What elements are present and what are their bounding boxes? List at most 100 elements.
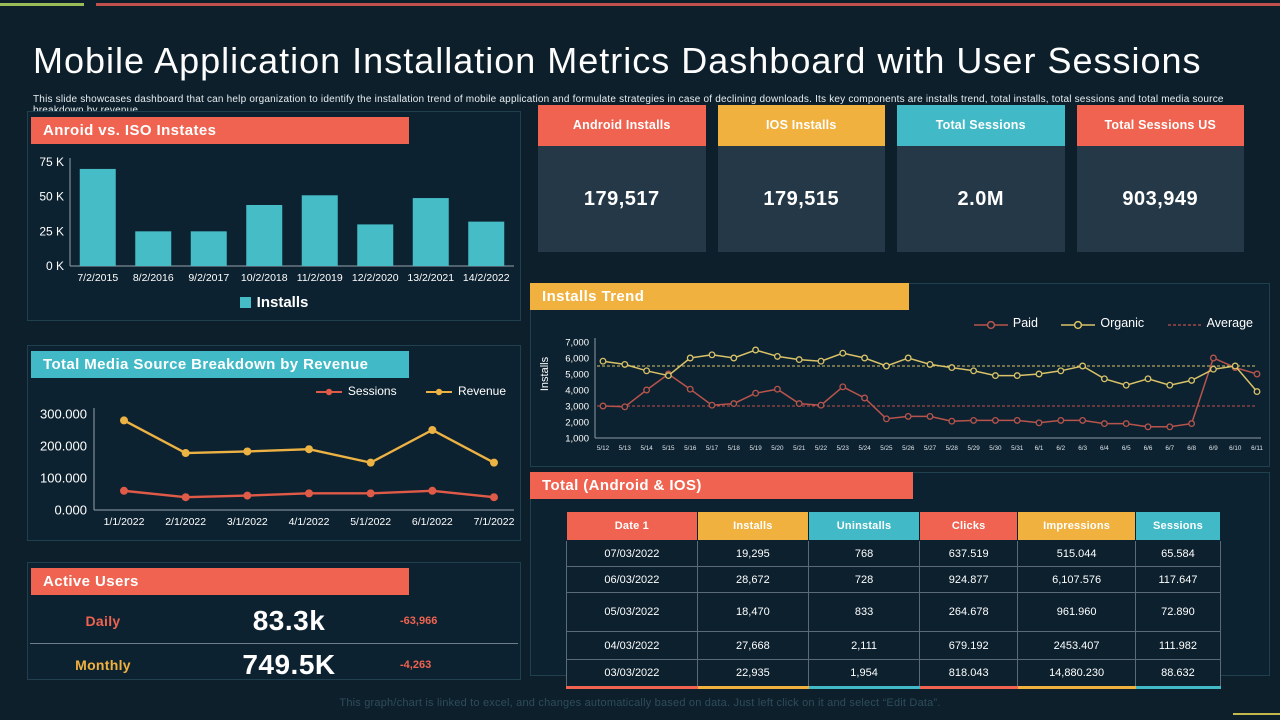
revenue-marker	[181, 449, 190, 458]
revenue-marker	[366, 458, 375, 467]
installs-trend-chart[interactable]: 1,000 2,000 3,000 4,000 5,000 6,000 7,000 5/12 5…	[549, 332, 1265, 465]
svg-text:13/2/2021: 13/2/2021	[407, 272, 454, 284]
kpi-header-ios-installs: IOS Installs	[717, 105, 885, 146]
revenue-legend-label: Revenue	[457, 384, 506, 398]
kpi-card-android-installs: Android Installs 179,517	[538, 105, 706, 252]
top-strip-green-segment	[0, 3, 84, 6]
sessions-marker	[366, 489, 375, 498]
organic-marker	[882, 362, 890, 370]
active-users-divider	[30, 643, 518, 644]
organic-marker	[970, 367, 978, 375]
svg-text:5/12: 5/12	[597, 445, 610, 452]
paid-marker	[948, 417, 956, 425]
svg-text:6/1/2022: 6/1/2022	[412, 516, 453, 528]
svg-text:4,000: 4,000	[565, 386, 589, 397]
svg-text:5/17: 5/17	[706, 445, 719, 452]
svg-text:3/1/2022: 3/1/2022	[227, 516, 268, 528]
paid-marker	[795, 400, 803, 408]
organic-marker	[773, 352, 781, 360]
svg-text:5/1/2022: 5/1/2022	[350, 516, 391, 528]
table-cell: 28,672	[696, 566, 809, 593]
column-header-uninstalls: Uninstalls	[807, 511, 921, 541]
organic-marker	[1231, 362, 1239, 370]
paid-marker	[1079, 416, 1087, 424]
organic-marker	[599, 357, 607, 365]
organic-marker	[1144, 375, 1152, 383]
top-strip-red-segment	[96, 3, 1280, 6]
organic-marker	[752, 346, 760, 354]
paid-marker	[1013, 416, 1021, 424]
table-cell: 6,107.576	[1017, 566, 1136, 593]
media-source-chart[interactable]: 0.000 100.000 200.000 300.000 1/1/2022 2/1/20…	[32, 398, 518, 541]
table-cell: 117.647	[1134, 566, 1222, 593]
revenue-marker	[120, 416, 128, 425]
paid-marker	[1253, 370, 1261, 378]
paid-marker	[730, 400, 738, 408]
svg-text:2,000: 2,000	[565, 418, 589, 429]
table-cell: 515.044	[1017, 540, 1136, 567]
svg-text:1/1/2022: 1/1/2022	[104, 516, 145, 528]
paid-marker	[926, 412, 934, 420]
table-cell: 05/03/2022	[566, 592, 698, 632]
column-header-clicks: Clicks	[919, 511, 1019, 541]
table-row: 04/03/2022 27,668 2,111 679.192 2453.407 111.…	[566, 631, 1222, 660]
organic-legend-marker	[1061, 320, 1096, 330]
paid-marker	[991, 416, 999, 424]
svg-text:6/9: 6/9	[1209, 445, 1218, 452]
kpi-value-android-installs: 179,517	[538, 146, 706, 252]
kpi-header-total-sessions: Total Sessions	[897, 105, 1065, 146]
organic-marker	[1122, 381, 1130, 389]
table-cell: 14,880.230	[1017, 659, 1136, 689]
organic-marker	[730, 354, 738, 362]
svg-text:5/28: 5/28	[946, 445, 959, 452]
sessions-marker	[428, 486, 437, 495]
organic-marker	[1100, 375, 1108, 383]
svg-text:5/15: 5/15	[662, 445, 675, 452]
column-header-sessions: Sessions	[1134, 511, 1222, 541]
svg-text:6,000: 6,000	[565, 354, 589, 365]
paid-marker	[817, 401, 825, 409]
bar-7/2/2015	[79, 168, 116, 266]
organic-marker	[1013, 372, 1021, 380]
paid-marker	[1188, 420, 1196, 428]
svg-text:6/2: 6/2	[1056, 445, 1065, 452]
svg-text:6/1: 6/1	[1035, 445, 1044, 452]
media-source-chart-svg: 0.000 100.000 200.000 300.000 1/1/2022 2/1/20…	[40, 407, 515, 529]
svg-text:14/2/2022: 14/2/2022	[463, 272, 510, 284]
kpi-header-android-installs: Android Installs	[538, 105, 706, 146]
bar-11/2/2019	[301, 195, 338, 266]
sessions-marker	[305, 489, 313, 498]
organic-marker	[643, 367, 651, 375]
table-cell: 03/03/2022	[566, 659, 698, 689]
table-cell: 728	[807, 566, 921, 593]
organic-marker	[861, 354, 869, 362]
column-header-impressions: Impressions	[1017, 511, 1136, 541]
paid-marker	[1057, 416, 1065, 424]
kpi-value-total-sessions-us: 903,949	[1076, 146, 1244, 252]
totals-table-panel: Total (Android & IOS) Date 1 Installs Unin…	[530, 472, 1270, 689]
average-legend-marker	[1167, 324, 1202, 326]
svg-text:100.000: 100.000	[40, 471, 87, 486]
svg-text:5/29: 5/29	[967, 445, 980, 452]
svg-text:1,000: 1,000	[565, 434, 589, 445]
paid-legend-label: Paid	[1012, 316, 1038, 330]
organic-marker	[948, 364, 956, 372]
svg-text:0 K: 0 K	[46, 259, 64, 273]
svg-text:5/25: 5/25	[880, 445, 893, 452]
paid-marker	[1122, 420, 1130, 428]
paid-marker	[708, 401, 716, 409]
bar-8/2/2016	[135, 231, 172, 266]
organic-legend-label: Organic	[1100, 316, 1145, 330]
bar-10/2/2018	[246, 204, 283, 266]
daily-value: 83.3k	[252, 605, 326, 636]
trend-chart-legend: Paid Organic Average	[954, 316, 1253, 330]
revenue-line	[123, 419, 495, 464]
totals-table[interactable]: Date 1 Installs Uninstalls Clicks Impression…	[566, 511, 1222, 689]
media-source-panel-title: Total Media Source Breakdown by Revenue	[31, 351, 409, 378]
sessions-marker	[120, 486, 128, 495]
svg-text:2/1/2022: 2/1/2022	[165, 516, 206, 528]
table-cell: 2,111	[807, 631, 921, 660]
svg-text:5/30: 5/30	[989, 445, 1002, 452]
table-cell: 19,295	[696, 540, 809, 567]
installs-bar-chart[interactable]: 0 K 25 K 50 K 75 K 7/2/2015 8/2/2016 9/2/2017 1…	[32, 148, 518, 295]
